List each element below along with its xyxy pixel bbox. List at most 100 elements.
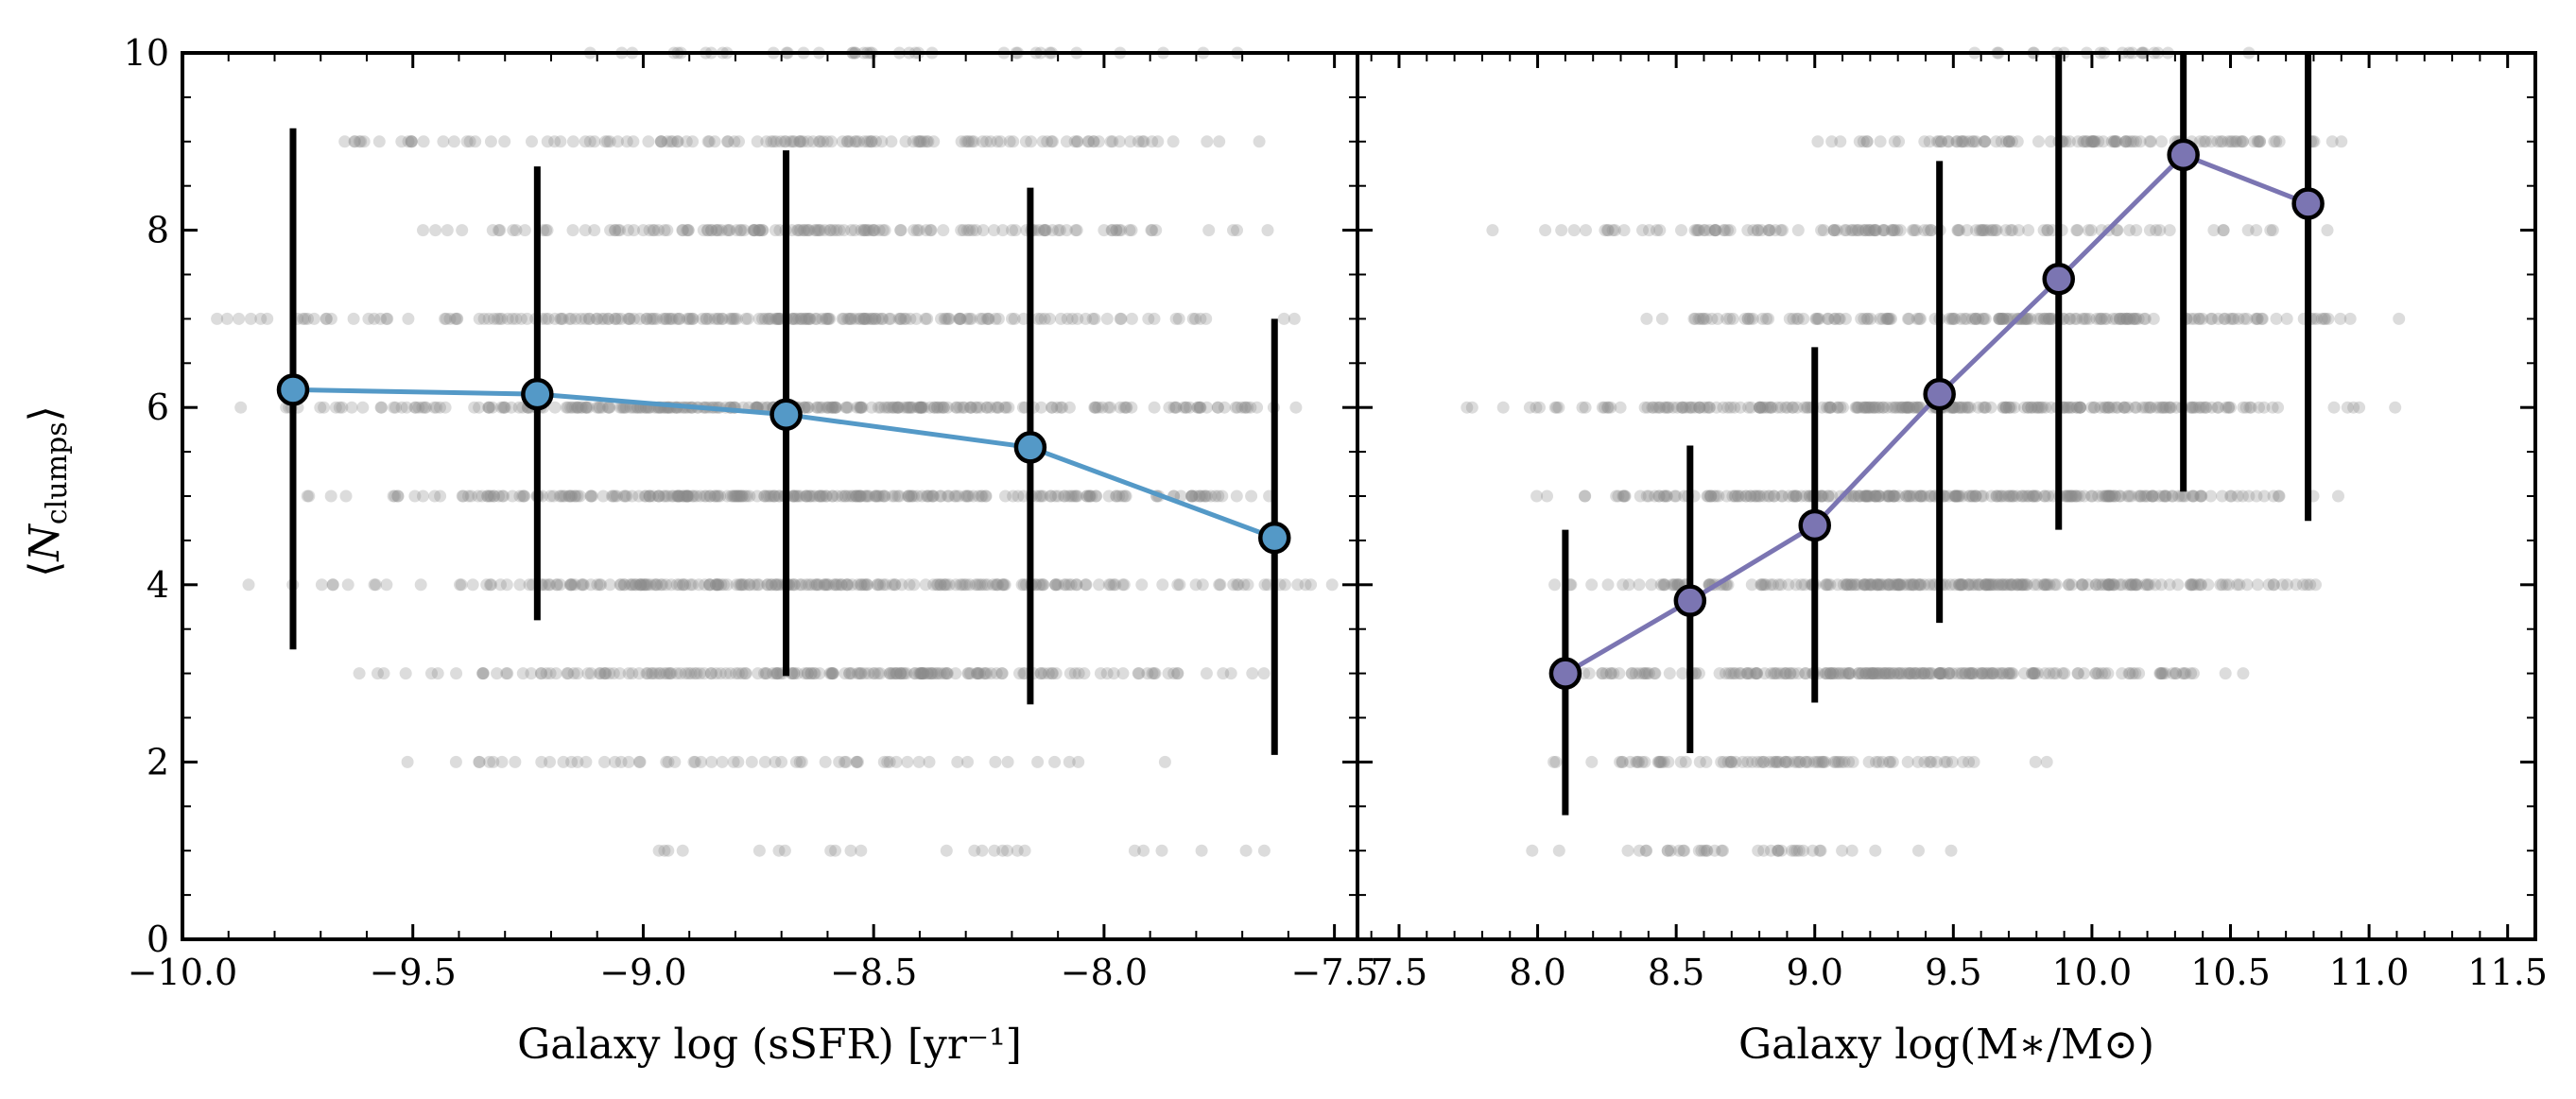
background-point [1648,667,1661,680]
background-point [439,401,452,414]
background-point [910,489,924,503]
background-point [910,224,924,237]
background-point [735,224,748,237]
background-point [676,844,689,857]
background-point [584,489,597,503]
background-point [917,135,930,148]
background-point [999,489,1011,503]
background-point [1089,401,1102,414]
background-point [1167,667,1181,680]
background-point [1539,224,1552,237]
background-point [967,489,980,503]
background-point [959,489,972,503]
background-point [303,489,316,503]
background-point [951,755,964,768]
background-point [816,489,828,503]
background-point [829,401,842,414]
background-point [1291,578,1305,592]
background-point [244,312,257,325]
background-point [862,312,875,325]
background-point [375,401,389,414]
background-point [1790,844,1804,857]
background-point [848,224,861,237]
background-point [883,312,896,325]
background-point [1046,135,1059,148]
background-point [1230,489,1243,503]
background-point [1918,135,1931,148]
background-point [2343,312,2357,325]
background-point [823,224,837,237]
background-point [940,312,953,325]
background-point [799,401,812,414]
left-x-axis-label: Galaxy log (sSFR) [yr⁻¹] [517,1021,1022,1069]
background-point [1305,578,1318,592]
background-point [922,135,935,148]
background-point [680,135,693,148]
background-point [710,578,723,592]
background-point [622,312,635,325]
background-point [2159,489,2172,503]
background-point [626,578,639,592]
background-point [821,135,834,148]
background-point [907,135,920,148]
background-point [456,489,469,503]
background-point [625,578,638,592]
background-point [514,312,527,325]
background-point [2042,489,2055,503]
background-point [1013,667,1026,680]
background-point [1555,224,1568,237]
background-point [1115,224,1128,237]
background-point [752,224,766,237]
background-point [912,135,925,148]
background-point [579,224,592,237]
background-point [887,401,900,414]
background-point [996,578,1010,592]
left-background-scatter [211,46,1339,857]
background-point [1974,224,1986,237]
background-point [439,312,452,325]
background-point [1142,312,1155,325]
background-point [368,578,381,592]
background-point [568,578,581,592]
background-point [326,578,339,592]
background-point [1105,224,1118,237]
background-point [560,401,573,414]
background-point [681,489,694,503]
background-point [1177,401,1190,414]
background-point [1526,844,1539,857]
background-point [845,312,857,325]
background-point [760,489,773,503]
background-point [640,312,653,325]
background-point [849,312,862,325]
background-point [765,312,777,325]
background-point [827,578,840,592]
background-point [1109,578,1122,592]
background-point [2219,667,2232,680]
background-point [1224,667,1237,680]
background-point [493,312,507,325]
background-point [1079,578,1092,592]
mean-marker [2042,262,2075,296]
background-point [992,312,1005,325]
background-point [611,489,623,503]
background-point [1612,489,1625,503]
background-point [1836,844,1849,857]
background-point [1244,401,1257,414]
background-point [874,401,888,414]
background-point [758,755,771,768]
background-point [901,401,914,414]
background-point [372,135,386,148]
background-point [703,578,717,592]
background-point [960,489,974,503]
background-point [821,578,834,592]
background-point [441,224,454,237]
background-point [813,401,826,414]
background-point [566,224,579,237]
background-point [608,489,621,503]
background-point [488,312,500,325]
background-point [482,401,495,414]
x-tick-label: 11.5 [2467,952,2548,993]
background-point [583,135,596,148]
background-point [892,312,906,325]
background-point [919,578,932,592]
